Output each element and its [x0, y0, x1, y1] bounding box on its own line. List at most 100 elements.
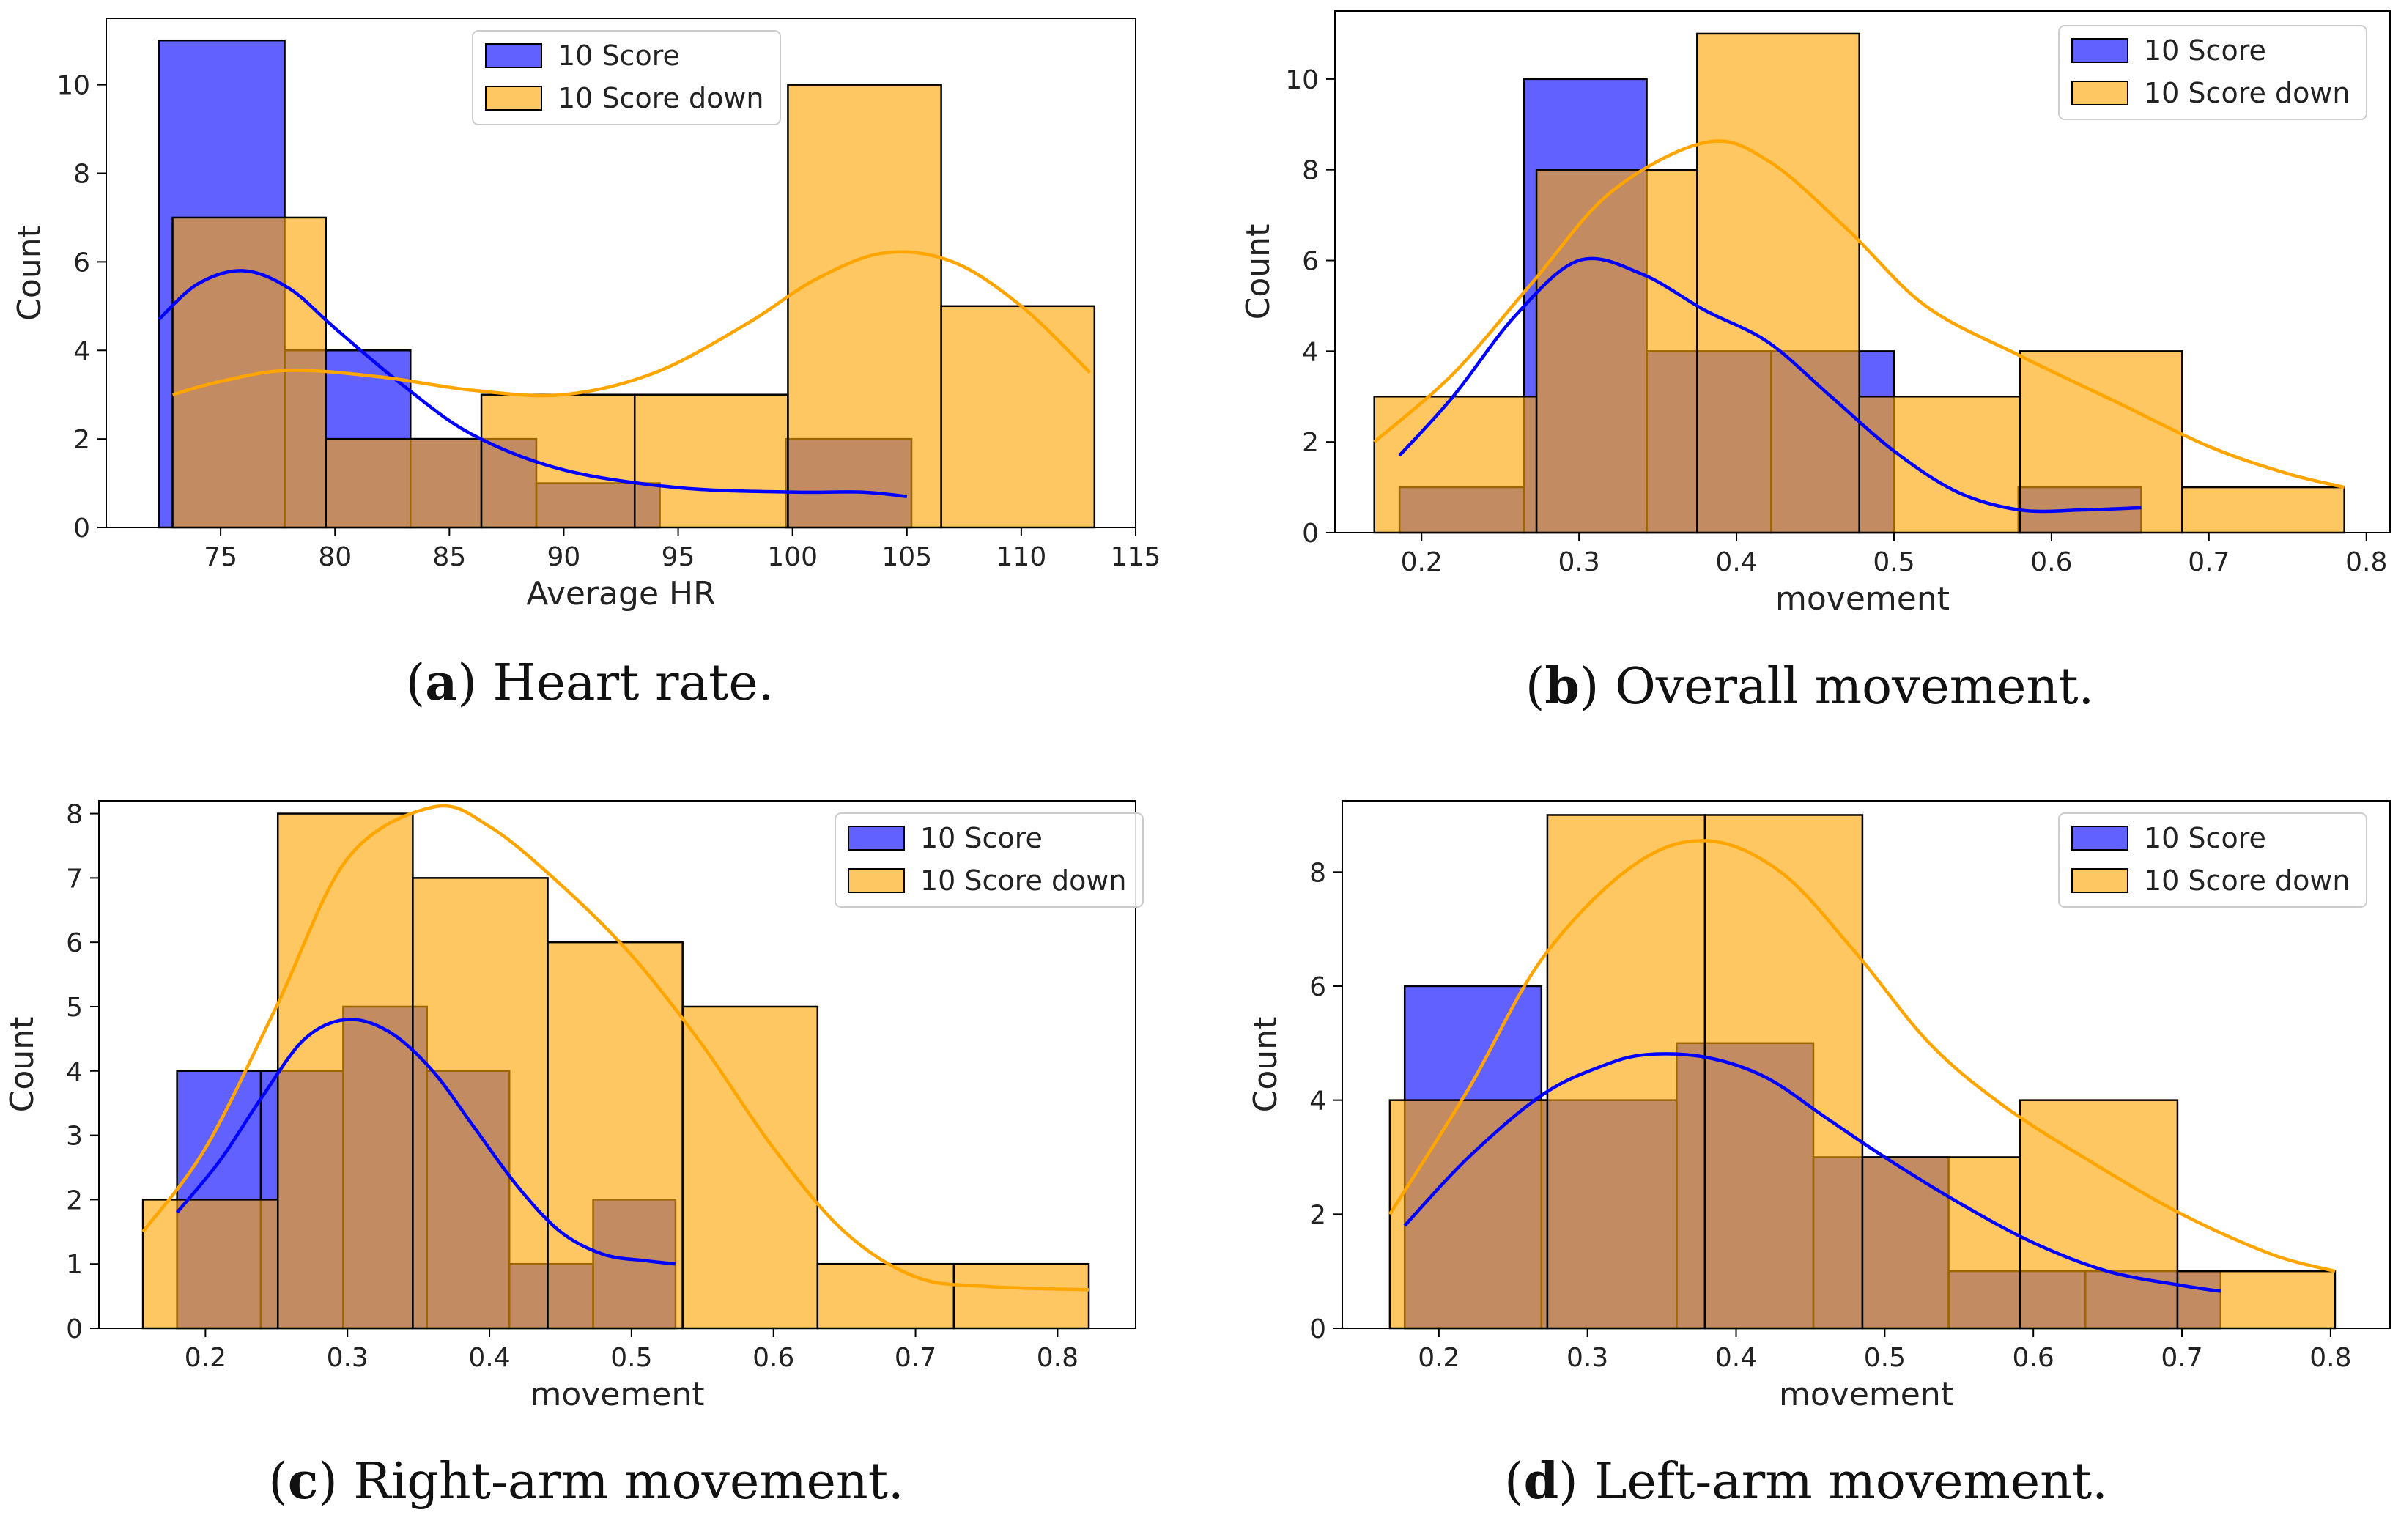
ytick-label-a-3: 6	[73, 248, 90, 278]
caption-close-paren: )	[318, 1453, 353, 1511]
xtick-label-b-0: 0.2	[1401, 547, 1443, 577]
legend-box	[835, 812, 1144, 908]
kde-b-s0	[1398, 256, 2142, 514]
ytick-label-c-7: 7	[66, 864, 83, 894]
bar-b-s1-b5	[2181, 486, 2345, 534]
caption-letter: a	[425, 654, 457, 712]
xtick-label-a-8: 115	[1111, 542, 1161, 572]
xlabel-d: movement	[1779, 1376, 1953, 1413]
ytick-label-d-2: 4	[1309, 1086, 1326, 1117]
legend-box	[2058, 812, 2367, 908]
ylabel-a: Count	[11, 225, 48, 321]
xtick-label-c-4: 0.6	[752, 1343, 794, 1373]
xtick-label-c-5: 0.7	[895, 1343, 936, 1373]
xtick-label-d-4: 0.6	[2013, 1343, 2054, 1373]
plot-frame	[1342, 800, 2391, 1329]
bar-a-s1-b4	[787, 84, 942, 529]
bar-a-s1-b5	[940, 305, 1096, 529]
xtick-label-a-2: 85	[432, 542, 466, 572]
bar-a-s1-b2	[480, 393, 636, 529]
ytick-label-d-3: 6	[1309, 972, 1326, 1002]
caption-text: Right-arm movement.	[353, 1453, 903, 1511]
xtick-label-a-4: 95	[662, 542, 695, 572]
legend-swatch-0	[485, 43, 542, 68]
ylabel-b: Count	[1240, 224, 1277, 320]
bar-c-s1-b4	[681, 1005, 819, 1330]
plot-frame	[98, 800, 1136, 1329]
xtick-label-c-6: 0.8	[1037, 1343, 1079, 1373]
xlabel-b: movement	[1775, 580, 1950, 618]
plot-frame	[1334, 10, 2391, 533]
legend-c: 10 Score 10 Score down	[835, 812, 1144, 908]
legend-d: 10 Score 10 Score down	[2058, 812, 2367, 908]
legend-box	[2058, 25, 2367, 120]
bar-b-s1-b4	[2019, 350, 2183, 534]
legend-box	[472, 30, 781, 125]
panel-a: 75 80 85 90 95 100 105 110 115 0 2 4 6 8 10 Average HR C…	[11, 18, 1161, 712]
bar-d-s1-b1	[1546, 814, 1706, 1330]
legend-swatch-0	[848, 826, 905, 851]
xtick-label-b-6: 0.8	[2345, 547, 2387, 577]
caption-letter: d	[1524, 1452, 1559, 1511]
xtick-label-b-5: 0.7	[2188, 547, 2230, 577]
caption-a: (a) Heart rate.	[406, 654, 774, 712]
xtick-label-c-3: 0.5	[610, 1343, 652, 1373]
ytick-label-c-8: 8	[66, 800, 83, 830]
xtick-label-a-3: 90	[547, 542, 581, 572]
legend-label-0: 10 Score	[2144, 34, 2266, 67]
bar-d-s1-b4	[2019, 1099, 2179, 1330]
caption-text: Left-arm movement.	[1594, 1453, 2108, 1511]
bar-c-s1-b6	[952, 1262, 1090, 1330]
ytick-label-c-3: 3	[66, 1122, 83, 1152]
bar-b-s1-b0	[1373, 396, 1538, 534]
caption-close-paren: )	[1580, 658, 1615, 716]
bar-d-s1-b2	[1703, 814, 1864, 1330]
ytick-label-a-1: 2	[73, 425, 90, 455]
legend-label-1: 10 Score down	[2144, 865, 2350, 897]
legend-label-0: 10 Score	[2144, 822, 2266, 854]
bar-c-s1-b3	[547, 941, 684, 1330]
ytick-label-b-3: 6	[1302, 247, 1319, 277]
xlabel-c: movement	[530, 1376, 705, 1413]
legend-swatch-1	[2071, 81, 2128, 105]
kde-d-s0	[1403, 1052, 2221, 1293]
ytick-label-d-4: 8	[1309, 858, 1326, 888]
caption-open-paren: (	[1504, 1453, 1524, 1511]
kde-b-s1	[1373, 139, 2345, 489]
legend-label-0: 10 Score	[920, 822, 1043, 854]
xtick-label-d-3: 0.5	[1864, 1343, 1906, 1373]
xtick-label-c-2: 0.4	[468, 1343, 510, 1373]
panel-b: 0.2 0.3 0.4 0.5 0.6 0.7 0.8 0 2 4 6 8 10 movement Coun…	[1240, 10, 2391, 716]
xtick-label-b-4: 0.6	[2030, 547, 2072, 577]
ylabel-c: Count	[4, 1017, 41, 1113]
xtick-label-d-0: 0.2	[1418, 1343, 1460, 1373]
panel-c: 0.2 0.3 0.4 0.5 0.6 0.7 0.8 0 1 2 3 4 5 6 7 8 movement Co…	[4, 800, 1144, 1511]
caption-c: (c) Right-arm movement.	[268, 1452, 903, 1511]
bar-b-s1-b2	[1696, 32, 1860, 534]
xtick-label-b-3: 0.5	[1873, 547, 1914, 577]
ytick-label-c-6: 6	[66, 928, 83, 958]
xtick-label-d-5: 0.7	[2161, 1343, 2202, 1373]
ytick-label-c-1: 1	[66, 1250, 83, 1280]
legend-swatch-1	[2071, 868, 2128, 893]
caption-close-paren: )	[457, 654, 492, 712]
caption-letter: b	[1544, 657, 1580, 716]
ytick-label-b-0: 0	[1302, 519, 1319, 549]
legend-label-1: 10 Score down	[920, 865, 1126, 897]
xtick-label-a-6: 105	[881, 542, 932, 572]
bar-b-s1-b3	[1858, 396, 2021, 534]
ytick-label-c-0: 0	[66, 1314, 83, 1344]
xtick-label-d-2: 0.4	[1715, 1343, 1757, 1373]
legend-label-0: 10 Score	[558, 40, 680, 72]
ytick-label-b-2: 4	[1302, 337, 1319, 367]
caption-open-paren: (	[268, 1453, 288, 1511]
kde-a-s0	[158, 269, 907, 498]
legend-swatch-1	[848, 868, 905, 893]
bar-c-s1-b2	[412, 877, 549, 1330]
caption-open-paren: (	[1525, 658, 1545, 716]
ytick-label-a-2: 4	[73, 336, 90, 366]
caption-text: Heart rate.	[492, 654, 774, 712]
bar-c-s1-b0	[141, 1199, 279, 1330]
caption-d: (d) Left-arm movement.	[1504, 1452, 2108, 1511]
